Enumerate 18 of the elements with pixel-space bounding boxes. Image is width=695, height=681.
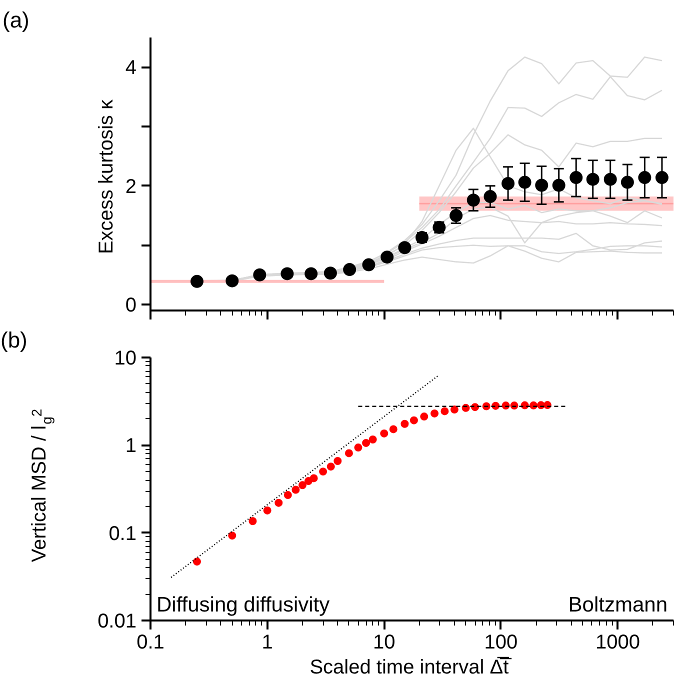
y-axis-title: Excess kurtosis κ — [95, 98, 118, 254]
x-tick-label: 100 — [484, 632, 518, 654]
chart-title: (a) — [2, 8, 30, 32]
y-axis-title: Vertical MSD / lg2 — [28, 408, 54, 562]
x-tick-label: 1 — [262, 632, 273, 654]
y-tick-label: 0.1 — [108, 522, 137, 545]
chart-title: (b) — [0, 328, 28, 352]
y-tick-label: 4 — [125, 57, 136, 80]
y-tick-label: 1 — [125, 435, 136, 458]
y-tick-label: 10 — [114, 348, 137, 370]
y-tick-label: 2 — [125, 176, 136, 198]
annotation: Boltzmann — [568, 594, 668, 616]
x-tick-label: 1000 — [596, 632, 640, 654]
y-tick-label: 0 — [125, 294, 136, 317]
x-tick-label: 10 — [373, 632, 396, 654]
y-tick-label: 0.01 — [98, 610, 137, 632]
annotation: Diffusing diffusivity — [156, 594, 330, 616]
x-axis-title: Scaled time interval Δ̅t̅ — [310, 656, 512, 678]
